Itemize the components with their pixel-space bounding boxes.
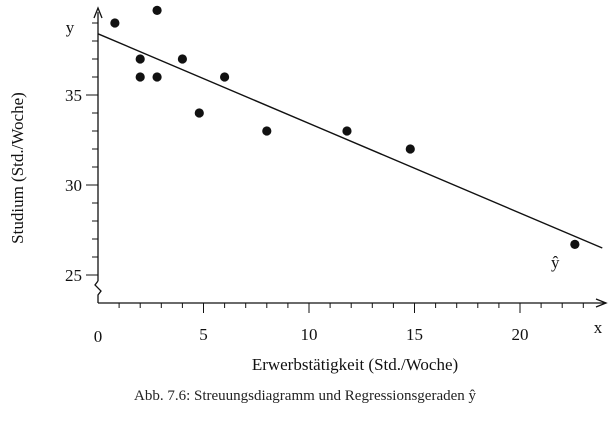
x-tick-label: 5 [199, 325, 208, 344]
axes [93, 6, 608, 308]
data-point [220, 72, 230, 82]
y-axis-symbol: y [66, 18, 75, 37]
y-tick-label: 25 [65, 266, 82, 285]
regression-label: ŷ [551, 253, 560, 272]
axis-break-mark [94, 280, 102, 303]
data-point [152, 5, 162, 16]
y-tick-label: 30 [65, 176, 82, 195]
points [110, 5, 580, 249]
x-tick-label: 15 [406, 325, 423, 344]
data-point [135, 54, 145, 64]
data-point [135, 72, 145, 82]
regression-layer [97, 33, 603, 249]
y-axis-arrow [93, 6, 103, 19]
x-axis-label: Erwerbstätigkeit (Std./Woche) [252, 355, 458, 374]
data-point [342, 126, 352, 136]
y-tick-label: 35 [65, 86, 82, 105]
x-axis-arrow [595, 298, 608, 308]
ticks [86, 22, 584, 313]
x-axis-symbol: x [594, 318, 603, 337]
labels: 25 30 35 5 10 15 20 0 y x Erwerbstätigkeit (Std./W… [8, 18, 603, 374]
x-tick-label: 20 [512, 325, 529, 344]
data-point [194, 108, 204, 118]
y-axis-label: Studium (Std./Woche) [8, 92, 27, 244]
data-point [177, 54, 187, 64]
data-point [152, 72, 162, 82]
data-point [262, 126, 272, 136]
data-point [405, 144, 415, 154]
data-point [110, 18, 120, 28]
figure-caption: Abb. 7.6: Streuungsdiagramm und Regressi… [133, 388, 477, 404]
x-origin-label: 0 [94, 327, 103, 346]
regression-line [97, 33, 603, 249]
x-tick-label: 10 [301, 325, 318, 344]
data-point [570, 239, 580, 249]
